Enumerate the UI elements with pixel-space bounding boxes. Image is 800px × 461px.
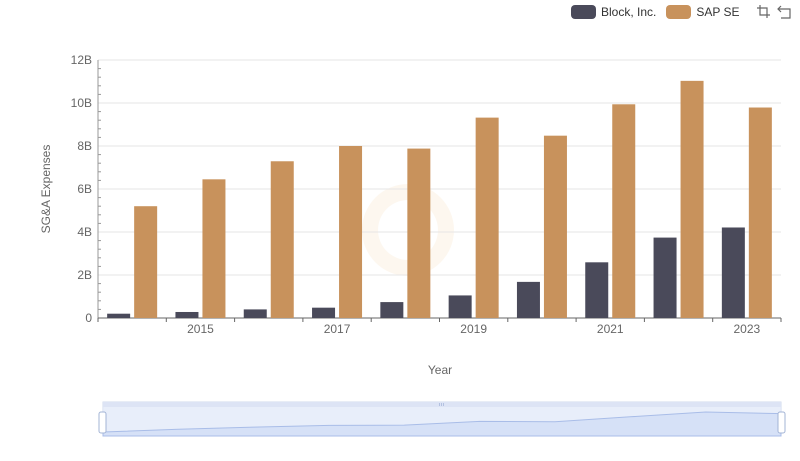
bar-block-2015[interactable]	[175, 311, 199, 318]
zoom-select-icon[interactable]	[756, 4, 772, 20]
x-tick-label: 2021	[597, 322, 624, 336]
y-tick-label: 8B	[77, 139, 92, 153]
bar-sap-2015[interactable]	[202, 179, 226, 318]
bar-block-2022[interactable]	[653, 237, 677, 318]
x-tick-label: 2017	[324, 322, 351, 336]
y-tick-label: 4B	[77, 225, 92, 239]
legend-swatch-sap	[666, 5, 692, 19]
bar-sap-2020[interactable]	[543, 135, 567, 318]
toolbox	[752, 4, 792, 20]
bar-block-2018[interactable]	[380, 302, 404, 318]
legend-item-sap[interactable]: SAP SE	[666, 5, 740, 19]
data-zoom-grip-icon	[439, 403, 444, 406]
bars	[107, 80, 772, 319]
bar-sap-2018[interactable]	[407, 148, 431, 318]
bar-sap-2016[interactable]	[270, 161, 294, 318]
bar-block-2020[interactable]	[516, 281, 540, 318]
legend-label-block: Block, Inc.	[601, 5, 657, 19]
legend: Block, Inc. SAP SE	[571, 4, 792, 20]
data-zoom-preview-area	[102, 411, 782, 437]
x-tick-label: 2019	[460, 322, 487, 336]
data-zoom-slider[interactable]	[98, 401, 786, 437]
y-tick-label: 6B	[77, 182, 92, 196]
y-tick-label: 2B	[77, 268, 92, 282]
bar-sap-2019[interactable]	[475, 117, 499, 319]
bar-sap-2023[interactable]	[748, 107, 772, 318]
y-axis-label: SG&A Expenses	[39, 145, 53, 234]
data-zoom-left-handle[interactable]	[98, 411, 107, 434]
bar-sap-2017[interactable]	[339, 146, 363, 318]
restore-icon[interactable]	[776, 4, 792, 20]
legend-item-block[interactable]: Block, Inc.	[571, 5, 656, 19]
bar-block-2023[interactable]	[721, 227, 745, 318]
bar-block-2021[interactable]	[585, 262, 609, 318]
bar-sap-2022[interactable]	[680, 80, 704, 318]
bar-sap-2014[interactable]	[134, 206, 158, 318]
legend-label-sap: SAP SE	[696, 5, 740, 19]
x-tick-label: 2023	[733, 322, 760, 336]
x-axis-label: Year	[428, 363, 452, 377]
data-zoom-right-handle[interactable]	[777, 411, 786, 434]
bar-block-2016[interactable]	[243, 309, 267, 318]
tick-labels: 0 2B 4B 6B 8B 10B 12B 2015 2017 2019 2021 2023	[71, 53, 761, 336]
y-tick-label: 12B	[71, 53, 92, 67]
y-tick-label: 0	[85, 311, 92, 325]
y-tick-label: 10B	[71, 96, 92, 110]
bar-block-2014[interactable]	[107, 313, 131, 318]
bar-block-2017[interactable]	[312, 307, 336, 318]
axes	[97, 60, 782, 322]
bar-block-2019[interactable]	[448, 295, 472, 318]
legend-swatch-block	[571, 5, 596, 19]
bar-sap-2021[interactable]	[612, 104, 636, 318]
x-tick-label: 2015	[187, 322, 214, 336]
